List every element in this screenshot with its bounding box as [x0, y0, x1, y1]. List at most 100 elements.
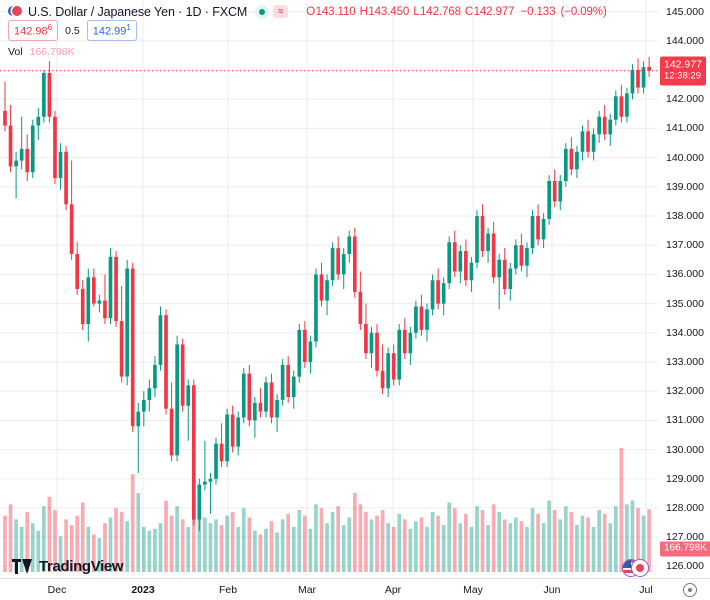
time-scale-label: Dec	[47, 584, 67, 596]
candle-body	[608, 119, 613, 135]
candle-body	[419, 306, 424, 330]
volume-bar	[330, 511, 335, 572]
volume-bar	[613, 506, 618, 572]
candle-body	[452, 242, 457, 272]
volume-bar	[347, 517, 352, 572]
candle-body	[97, 300, 102, 304]
candle-body	[158, 315, 163, 365]
candle-body	[280, 364, 285, 400]
candle-body	[80, 289, 85, 325]
tradingview-logo-text: TradingView	[39, 558, 124, 575]
volume-bar	[47, 496, 52, 572]
chart-plot-area[interactable]	[0, 0, 658, 578]
candle-body	[141, 399, 146, 412]
price-scale-label: 141.000	[666, 122, 704, 135]
volume-bar	[625, 504, 629, 572]
candle-body	[580, 131, 585, 152]
volume-bar	[280, 519, 285, 572]
candle-body	[541, 218, 546, 240]
volume-bar	[525, 526, 529, 572]
volume-bar	[297, 510, 302, 572]
volume-bar	[575, 525, 579, 572]
candle-body	[264, 382, 268, 412]
volume-bar	[19, 526, 24, 572]
candle-body	[108, 256, 113, 319]
volume-bar	[191, 485, 196, 572]
volume-bar	[219, 525, 224, 572]
volume-bar	[303, 515, 307, 572]
candle-body	[19, 148, 24, 161]
volume-bar	[203, 517, 207, 572]
volume-bar	[130, 474, 135, 572]
candle-body	[197, 484, 202, 520]
chart-settings-icon[interactable]	[683, 583, 697, 597]
candle-body	[69, 204, 74, 254]
volume-bar	[586, 517, 590, 572]
volume-bar	[325, 523, 329, 572]
candle-body	[42, 72, 46, 117]
volume-bar	[108, 517, 113, 572]
candle-body	[325, 280, 329, 301]
current-price-tag[interactable]: 142.977 12:38:29	[660, 56, 706, 86]
volume-bar	[563, 506, 568, 572]
volume-bar	[258, 534, 263, 572]
volume-bar	[58, 536, 63, 572]
candle-body	[475, 216, 479, 263]
volume-bar	[253, 530, 257, 572]
volume-bar	[491, 504, 496, 572]
volume-bar	[169, 515, 174, 572]
volume-bar	[630, 500, 635, 572]
volume-bar	[158, 523, 163, 572]
volume-bar	[486, 525, 490, 572]
candle-body	[8, 125, 13, 167]
time-scale[interactable]: Dec 2023 Feb Mar Apr May Jun Jul	[0, 578, 710, 600]
volume-bar	[464, 513, 468, 572]
volume-bar	[508, 523, 513, 572]
price-scale-label: 131.000	[666, 414, 704, 427]
candle-body	[214, 443, 218, 479]
price-scale[interactable]: 145.000 144.000 142.000 141.000 140.000 139.0…	[658, 0, 710, 578]
candle-body	[380, 370, 385, 389]
candle-body	[291, 376, 296, 398]
volume-bar	[364, 511, 368, 572]
candle-body	[436, 280, 440, 304]
candle-body	[236, 417, 241, 447]
candle-body	[502, 259, 507, 289]
price-scale-label: 126.000	[666, 560, 704, 573]
price-scale-label: 137.000	[666, 239, 704, 252]
volume-bar	[502, 519, 507, 572]
candle-body	[203, 481, 207, 485]
volume-bar	[186, 526, 191, 572]
price-scale-label: 130.000	[666, 443, 704, 456]
candle-body	[258, 402, 263, 412]
candle-body	[114, 256, 118, 322]
volume-bar	[641, 515, 646, 572]
candlestick-series	[3, 56, 651, 532]
candle-body	[169, 408, 174, 456]
volume-bar	[541, 523, 546, 572]
volume-bar	[447, 502, 452, 572]
candle-body	[641, 67, 646, 88]
time-scale-label: Mar	[297, 584, 317, 596]
volume-bar	[580, 515, 585, 572]
candle-body	[130, 268, 135, 427]
volume-scale-tag[interactable]: 166.798K	[660, 541, 710, 557]
volume-bar	[647, 509, 651, 572]
candle-body	[525, 248, 529, 266]
currency-flags-badge[interactable]	[622, 559, 652, 577]
candle-body	[308, 341, 313, 362]
volume-bar	[119, 511, 124, 572]
candle-body	[186, 385, 191, 406]
volume-bar	[141, 526, 146, 572]
volume-bar	[352, 493, 357, 572]
price-scale-label: 128.000	[666, 501, 704, 514]
candle-body	[613, 96, 618, 120]
volume-bar	[458, 523, 463, 572]
candle-body	[602, 116, 607, 135]
volume-bar	[591, 526, 596, 572]
price-scale-label: 132.000	[666, 385, 704, 398]
candle-body	[347, 236, 352, 254]
volume-bar	[414, 521, 418, 572]
price-scale-label: 138.000	[666, 210, 704, 222]
candle-body	[164, 315, 168, 409]
